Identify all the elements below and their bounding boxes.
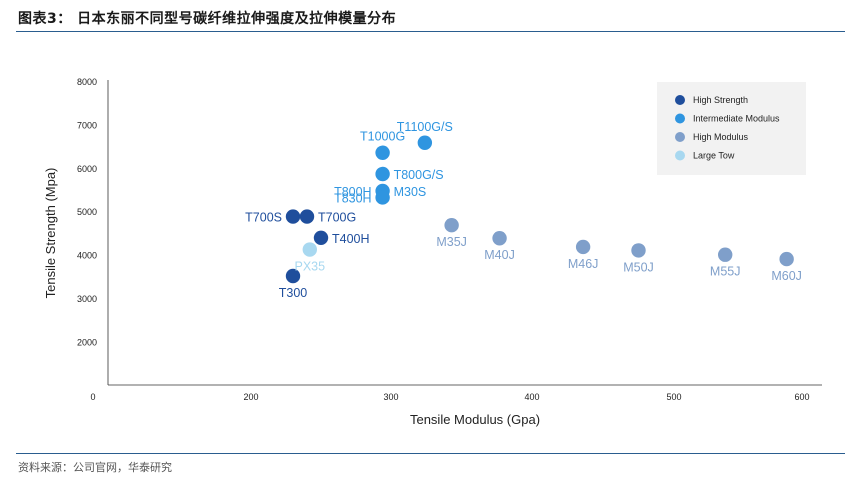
point-label: M30S bbox=[394, 185, 427, 199]
point-label: PX35 bbox=[295, 260, 326, 274]
point-label: M46J bbox=[568, 257, 599, 271]
legend-marker bbox=[675, 150, 685, 161]
data-point bbox=[631, 243, 646, 258]
data-point bbox=[575, 239, 591, 255]
y-tick-label: 6000 bbox=[77, 164, 97, 174]
y-axis-ticks: 2000 3000 4000 5000 6000 7000 8000 bbox=[77, 77, 97, 347]
x-axis-title: Tensile Modulus (Gpa) bbox=[410, 412, 540, 427]
legend-entry: Intermediate Modulus bbox=[693, 114, 780, 124]
y-tick-label: 3000 bbox=[77, 294, 97, 304]
point-label: M60J bbox=[771, 269, 802, 283]
y-tick-label: 8000 bbox=[77, 77, 97, 87]
data-point bbox=[285, 268, 301, 284]
plot-frame bbox=[107, 80, 822, 386]
y-tick-label: 4000 bbox=[77, 251, 97, 261]
data-point bbox=[417, 135, 433, 150]
legend-entry: High Modulus bbox=[693, 132, 749, 142]
bottom-divider bbox=[16, 453, 845, 454]
x-tick-label: 300 bbox=[383, 392, 398, 402]
point-label: T700G bbox=[318, 211, 356, 225]
legend-marker bbox=[675, 113, 685, 124]
top-divider bbox=[16, 31, 845, 32]
data-point bbox=[492, 231, 507, 246]
y-tick-label: 7000 bbox=[77, 120, 97, 130]
data-point bbox=[375, 145, 390, 160]
point-label: M50J bbox=[623, 260, 654, 274]
x-tick-label: 0 bbox=[90, 392, 95, 402]
legend-marker bbox=[675, 95, 685, 105]
chart-legend: High Strength Intermediate Modulus High Mo… bbox=[657, 82, 806, 175]
data-point bbox=[313, 230, 329, 246]
data-point bbox=[718, 247, 733, 262]
legend-marker bbox=[675, 132, 685, 142]
data-point bbox=[444, 218, 459, 233]
point-label: T800H bbox=[334, 185, 372, 199]
data-point bbox=[299, 209, 315, 224]
figure-title: 图表3： 日本东丽不同型号碳纤维拉伸强度及拉伸模量分布 bbox=[18, 11, 397, 27]
x-tick-label: 200 bbox=[243, 392, 258, 402]
x-axis-ticks: 0 200 300 400 500 600 bbox=[90, 392, 809, 402]
source-note: 资料来源：公司官网，华泰研究 bbox=[18, 461, 172, 474]
x-tick-label: 500 bbox=[666, 392, 681, 402]
point-label: T1100G/S bbox=[397, 120, 453, 134]
data-point bbox=[375, 166, 390, 182]
point-label: T800G/S bbox=[394, 168, 444, 182]
y-tick-label: 2000 bbox=[77, 337, 97, 347]
y-tick-label: 5000 bbox=[77, 207, 97, 217]
x-tick-label: 400 bbox=[524, 392, 539, 402]
point-label: M35J bbox=[436, 235, 467, 249]
point-label: T1000G bbox=[360, 130, 405, 144]
legend-entry: Large Tow bbox=[693, 151, 735, 161]
point-label: T700S bbox=[245, 211, 282, 225]
point-label: M55J bbox=[710, 265, 741, 279]
point-label: T300 bbox=[279, 286, 308, 300]
point-label: T830H bbox=[334, 191, 372, 205]
point-label: M40J bbox=[484, 248, 515, 262]
legend-entry: High Strength bbox=[693, 95, 748, 105]
data-point bbox=[302, 242, 317, 257]
y-axis-title: Tensile Strength (Mpa) bbox=[43, 168, 58, 299]
data-point bbox=[779, 251, 794, 267]
x-tick-label: 600 bbox=[794, 392, 809, 402]
data-point bbox=[375, 190, 390, 205]
data-points: T300 T400H T700S T700G T800H M30S T830H T800G/S… bbox=[245, 120, 802, 300]
data-point bbox=[285, 209, 301, 224]
point-label: T400H bbox=[332, 232, 370, 246]
